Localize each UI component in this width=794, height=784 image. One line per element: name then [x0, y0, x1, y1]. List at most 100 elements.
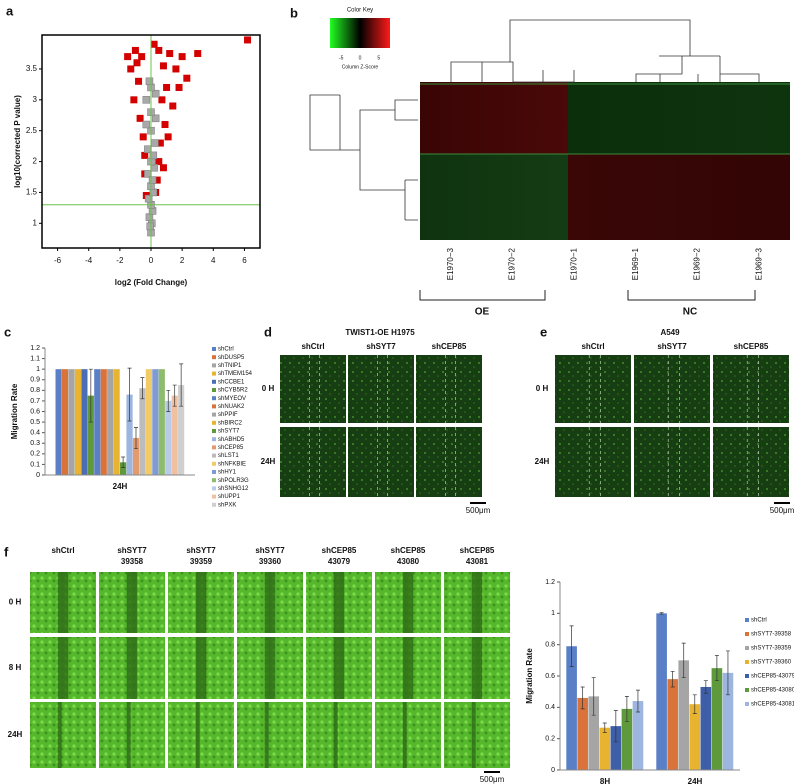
- row-label: 0 H: [536, 384, 549, 393]
- scratch-gap: [57, 637, 69, 699]
- scratch-gap: [126, 702, 131, 768]
- scratch-gap: [195, 572, 207, 633]
- y-tick-label: 1: [551, 610, 555, 617]
- column-label: 39358: [121, 557, 144, 566]
- micrograph: [30, 702, 96, 768]
- legend-swatch: [745, 632, 749, 636]
- column-label: 43081: [466, 557, 489, 566]
- scratch-gap: [195, 637, 207, 699]
- bar: [74, 369, 82, 475]
- panel-title: A549: [660, 328, 680, 337]
- row-label: 0 H: [262, 384, 275, 393]
- legend-label: shSYT7-39359: [751, 646, 792, 652]
- legend-swatch: [212, 453, 216, 458]
- legend-label: shCEP85-43079: [751, 674, 794, 680]
- column-dendrogram: [450, 19, 760, 83]
- bar: [621, 708, 633, 770]
- column-label: shCEP85: [391, 546, 426, 555]
- legend-label: shDUSP5: [218, 355, 245, 361]
- legend-swatch: [745, 702, 749, 706]
- x-tick-label: 24H: [113, 482, 128, 491]
- bar: [588, 696, 600, 770]
- row-dendrogram: [309, 94, 418, 221]
- point: [153, 176, 161, 184]
- legend-label: shSYT7-39360: [751, 660, 792, 666]
- legend-label: shUPP1: [218, 494, 241, 500]
- legend-label: shPOLR3G: [218, 478, 249, 484]
- point: [151, 114, 160, 123]
- row-label: 24H: [8, 730, 23, 739]
- point: [166, 50, 174, 58]
- panel-label: a: [6, 3, 14, 18]
- error-bar: [602, 722, 607, 733]
- legend-swatch: [212, 396, 216, 401]
- legend-swatch: [212, 363, 216, 368]
- point: [172, 65, 180, 73]
- error-bar: [179, 363, 184, 407]
- x-axis-label: log2 (Fold Change): [115, 278, 188, 287]
- legend-swatch: [212, 437, 216, 442]
- column-label: shCtrl: [581, 342, 604, 351]
- error-bar: [121, 456, 126, 468]
- scratch-edge: [309, 355, 320, 423]
- point: [145, 77, 154, 86]
- micrograph: [713, 427, 789, 497]
- y-tick-label: 0.4: [30, 430, 40, 437]
- bar: [689, 704, 701, 770]
- image-panels: TWIST1-OE H1975 shCtrl shSYT7 shCEP85 0 H 24H…: [8, 328, 794, 784]
- color-key-tick: 5: [377, 55, 380, 61]
- micrograph: [306, 702, 372, 768]
- group-label: NC: [683, 307, 697, 318]
- error-bar: [670, 670, 675, 688]
- error-bar: [172, 384, 177, 407]
- column-label: 43079: [328, 557, 351, 566]
- point: [155, 158, 163, 166]
- point: [142, 96, 151, 104]
- error-bar: [88, 368, 93, 423]
- heatmap: [309, 18, 790, 301]
- point: [135, 77, 143, 85]
- legend-label: shPPIF: [218, 412, 238, 418]
- micrograph: [555, 427, 631, 497]
- x-tick-label: 8H: [600, 777, 610, 784]
- column-label: shCtrl: [51, 546, 74, 555]
- row-label: 24H: [535, 457, 550, 466]
- scale-bar-label: 500μm: [770, 506, 794, 515]
- point: [183, 74, 191, 82]
- point: [175, 83, 183, 91]
- point: [151, 139, 159, 147]
- micrograph: [280, 355, 346, 423]
- heatmap-block: [420, 82, 790, 154]
- micrograph: [713, 355, 789, 423]
- x-tick-label: 2: [180, 256, 185, 265]
- scratch-edge: [746, 355, 759, 423]
- legend-swatch: [212, 502, 216, 507]
- scale-bar-label: 500μm: [466, 506, 491, 515]
- bar: [610, 726, 622, 770]
- bar: [171, 395, 178, 475]
- point: [142, 120, 151, 129]
- legend-label: shPXK: [218, 502, 236, 508]
- sample-label: E1969−3: [754, 247, 763, 280]
- bar: [577, 697, 588, 770]
- legend-label: shSYT7: [218, 429, 240, 435]
- point: [127, 65, 135, 73]
- point: [159, 62, 167, 70]
- scratch-gap: [333, 572, 345, 633]
- x-tick-label: 0: [149, 256, 154, 265]
- scratch-gap: [195, 702, 200, 768]
- axis: [44, 348, 195, 476]
- scratch-gap: [126, 637, 138, 699]
- error-bar: [140, 377, 145, 400]
- color-key-tick: -5: [339, 55, 344, 61]
- y-tick-label: 0.8: [545, 642, 555, 649]
- legend-label: shSNHG12: [218, 486, 249, 492]
- point: [150, 40, 158, 48]
- scratch-gap: [333, 702, 338, 768]
- panel-label: d: [264, 324, 272, 339]
- scratch-edge: [667, 355, 680, 423]
- column-label: shSYT7: [657, 342, 687, 351]
- bar: [55, 369, 62, 475]
- micrograph: [416, 355, 482, 423]
- y-tick-label: 0: [36, 472, 40, 479]
